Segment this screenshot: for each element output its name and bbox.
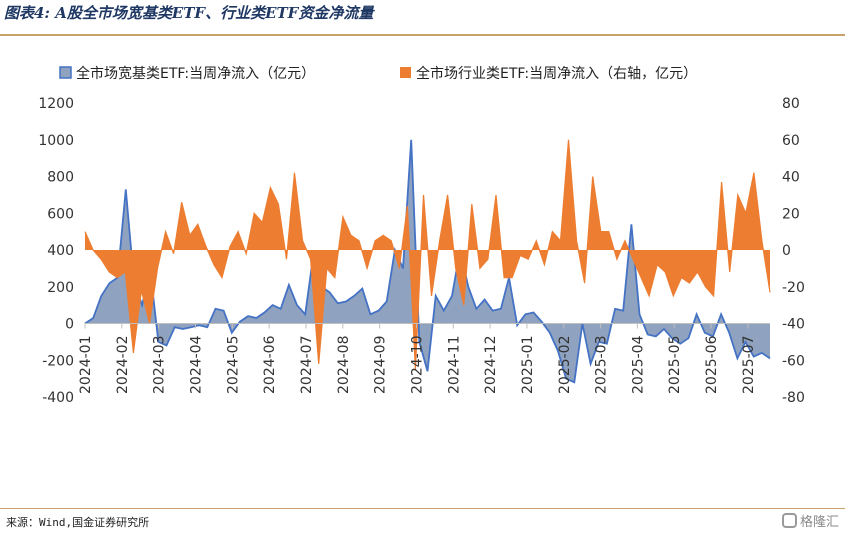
x-tick-label: 2024-03 [152, 336, 168, 395]
watermark-text: 格隆汇 [799, 515, 839, 530]
title-divider [0, 34, 845, 36]
x-tick-label: 2024-04 [189, 335, 205, 394]
legend-swatch-broad-etf [59, 66, 72, 79]
chart: 全市场宽基类ETF:当周净流入（亿元） 全市场行业类ETF:当周净流入（右轴，亿… [38, 65, 805, 406]
x-tick-label: 2024-07 [299, 336, 315, 395]
x-tick-label: 2025-07 [741, 336, 757, 395]
y-right-tick-label: 60 [782, 133, 800, 149]
x-tick-label: 2024-09 [373, 336, 389, 395]
footer-divider [0, 508, 845, 509]
y-left-tick-label: -200 [42, 353, 74, 369]
y-left-tick-label: 800 [47, 170, 74, 186]
legend-swatch-sector-etf [400, 67, 411, 78]
y-right-tick-label: -20 [782, 280, 805, 296]
y-left-tick-label: 600 [47, 206, 74, 222]
y-left-tick-label: 1000 [38, 133, 74, 149]
legend-label-broad-etf: 全市场宽基类ETF:当周净流入（亿元） [76, 65, 315, 82]
x-tick-label: 2024-05 [225, 336, 241, 395]
series-area-broad-etf [85, 139, 770, 383]
series-line-broad-etf [84, 139, 771, 384]
x-tick-label: 2025-01 [520, 336, 536, 395]
axes: 120010008006004002000-200-400806040200-2… [38, 96, 805, 406]
legend-label-sector-etf: 全市场行业类ETF:当周净流入（右轴，亿元） [416, 65, 697, 82]
y-left-tick-label: 200 [47, 280, 74, 296]
x-tick-label: 2024-01 [78, 336, 94, 395]
x-tick-label: 2024-12 [483, 336, 499, 395]
y-right-tick-label: -80 [782, 390, 805, 406]
x-tick-label: 2024-02 [115, 336, 131, 395]
y-right-tick-label: 80 [782, 96, 800, 112]
x-tick-label: 2024-10 [410, 336, 426, 395]
chart-title: 图表4: A股全市场宽基类ETF、行业类ETF资金净流量 [4, 4, 374, 22]
series-line-sector-etf [84, 139, 771, 370]
x-tick-label: 2025-02 [557, 336, 573, 395]
series-area-sector-etf [85, 139, 770, 370]
y-right-tick-label: 0 [782, 243, 791, 259]
y-right-tick-label: -40 [782, 317, 805, 333]
source-note: 来源：Wind,国金证券研究所 [6, 516, 150, 529]
x-tick-label: 2024-08 [336, 336, 352, 395]
watermark-logo: 格隆汇 [781, 511, 839, 530]
x-tick-label: 2025-03 [594, 336, 610, 395]
y-left-tick-label: 0 [65, 317, 74, 333]
x-tick-label: 2025-06 [704, 335, 720, 394]
y-right-tick-label: -60 [782, 353, 805, 369]
x-tick-label: 2025-04 [630, 335, 646, 394]
y-right-tick-label: 20 [782, 206, 800, 222]
y-right-tick-label: 40 [782, 170, 800, 186]
x-tick-label: 2024-11 [446, 336, 462, 395]
chart-legend: 全市场宽基类ETF:当周净流入（亿元） 全市场行业类ETF:当周净流入（右轴，亿… [59, 65, 697, 82]
y-left-tick-label: 1200 [38, 96, 74, 112]
y-left-tick-label: 400 [47, 243, 74, 259]
y-left-tick-label: -400 [42, 390, 74, 406]
x-tick-label: 2024-06 [262, 335, 278, 394]
logo-mark-icon [781, 513, 797, 528]
x-tick-label: 2025-05 [667, 336, 683, 395]
plot-area [84, 139, 771, 384]
